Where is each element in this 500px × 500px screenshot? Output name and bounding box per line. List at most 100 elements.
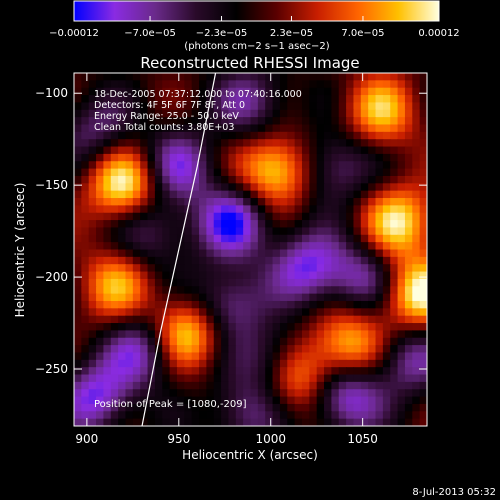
heatmap-cell <box>213 183 222 192</box>
heatmap-cell <box>169 198 178 206</box>
heatmap-cell <box>250 242 259 251</box>
heatmap-cell <box>162 205 171 214</box>
heatmap-cell <box>412 146 421 155</box>
heatmap-cell <box>346 330 355 339</box>
heatmap-cell <box>243 249 252 258</box>
heatmap-cell <box>228 411 237 420</box>
heatmap-cell <box>162 198 171 206</box>
heatmap-cell <box>213 124 222 133</box>
heatmap-cell <box>257 109 266 118</box>
heatmap-cell <box>375 95 384 104</box>
heatmap-cell <box>301 264 310 273</box>
heatmap-cell <box>199 161 207 170</box>
heatmap-cell <box>272 293 281 302</box>
heatmap-cell <box>316 389 325 398</box>
heatmap-cell <box>125 175 134 184</box>
heatmap-cell <box>257 212 266 221</box>
heatmap-cell <box>316 352 325 361</box>
heatmap-cell <box>132 411 141 420</box>
heatmap-cell <box>221 190 230 199</box>
heatmap-cell <box>110 227 119 236</box>
heatmap-cell <box>390 374 399 383</box>
heatmap-cell <box>176 183 185 192</box>
heatmap-cell <box>257 242 266 251</box>
heatmap-cell <box>279 293 288 302</box>
heatmap-cell <box>294 352 303 361</box>
heatmap-cell <box>250 345 259 354</box>
heatmap-cell <box>265 374 274 383</box>
heatmap-cell <box>301 234 310 243</box>
heatmap-cell <box>265 139 274 148</box>
heatmap-cell <box>279 337 288 346</box>
heatmap-cell <box>279 308 288 317</box>
heatmap-cell <box>169 146 178 155</box>
heatmap-cell <box>228 308 237 317</box>
heatmap-cell <box>360 286 369 295</box>
heatmap-cell <box>206 264 215 273</box>
heatmap-cell <box>294 220 303 229</box>
heatmap-cell <box>169 227 178 236</box>
heatmap-cell <box>309 286 318 295</box>
heatmap-cell <box>331 367 340 376</box>
heatmap-cell <box>279 242 288 251</box>
heatmap-cell <box>353 95 362 104</box>
heatmap-cell <box>272 359 281 368</box>
heatmap-cell <box>419 190 427 199</box>
heatmap-cell <box>397 367 406 376</box>
heatmap-cell <box>331 411 340 420</box>
heatmap-cell <box>191 242 200 251</box>
heatmap-cell <box>110 374 119 383</box>
heatmap-cell <box>272 315 281 324</box>
heatmap-cell <box>353 345 362 354</box>
heatmap-cell <box>235 139 244 148</box>
heatmap-cell <box>199 278 207 287</box>
heatmap-cell <box>331 352 340 361</box>
heatmap-cell <box>316 190 325 199</box>
heatmap-cell <box>346 183 355 192</box>
heatmap-cell <box>287 286 296 295</box>
heatmap-cell <box>221 249 230 258</box>
heatmap-cell <box>110 352 119 361</box>
heatmap-cell <box>206 168 215 177</box>
heatmap-cell <box>103 352 112 361</box>
heatmap-cell <box>287 308 296 317</box>
heatmap-cell <box>279 396 288 405</box>
heatmap-cell <box>184 175 193 184</box>
heatmap-cell <box>353 293 362 302</box>
heatmap-cell <box>184 234 193 243</box>
heatmap-cell <box>199 205 207 214</box>
heatmap-cell <box>309 242 318 251</box>
heatmap-cell <box>235 308 244 317</box>
heatmap-cell <box>140 264 149 273</box>
heatmap-cell <box>88 396 97 405</box>
heatmap-cell <box>301 315 310 324</box>
heatmap-cell <box>110 212 119 221</box>
heatmap-cell <box>125 381 134 390</box>
heatmap-cell <box>243 264 252 273</box>
heatmap-cell <box>140 102 149 111</box>
heatmap-cell <box>360 264 369 273</box>
heatmap-cell <box>88 249 97 258</box>
heatmap-cell <box>257 87 266 96</box>
heatmap-cell <box>228 161 237 170</box>
heatmap-cell <box>338 80 347 89</box>
heatmap-cell <box>221 396 230 405</box>
heatmap-cell <box>309 220 318 229</box>
colorbar-gradient <box>73 0 440 22</box>
heatmap-cell <box>397 73 406 81</box>
heatmap-cell <box>412 183 421 192</box>
heatmap-cell <box>287 381 296 390</box>
heatmap-cell <box>154 352 163 361</box>
heatmap-cell <box>375 345 384 354</box>
heatmap-cell <box>331 242 340 251</box>
heatmap-cell <box>96 198 105 206</box>
heatmap-cell <box>257 278 266 287</box>
heatmap-cell <box>338 131 347 140</box>
heatmap-cell <box>184 117 193 126</box>
heatmap-cell <box>191 337 200 346</box>
heatmap-cell <box>206 271 215 280</box>
heatmap-cell <box>184 161 193 170</box>
heatmap-cell <box>81 124 90 133</box>
heatmap-cell <box>243 381 252 390</box>
heatmap-cell <box>404 367 413 376</box>
